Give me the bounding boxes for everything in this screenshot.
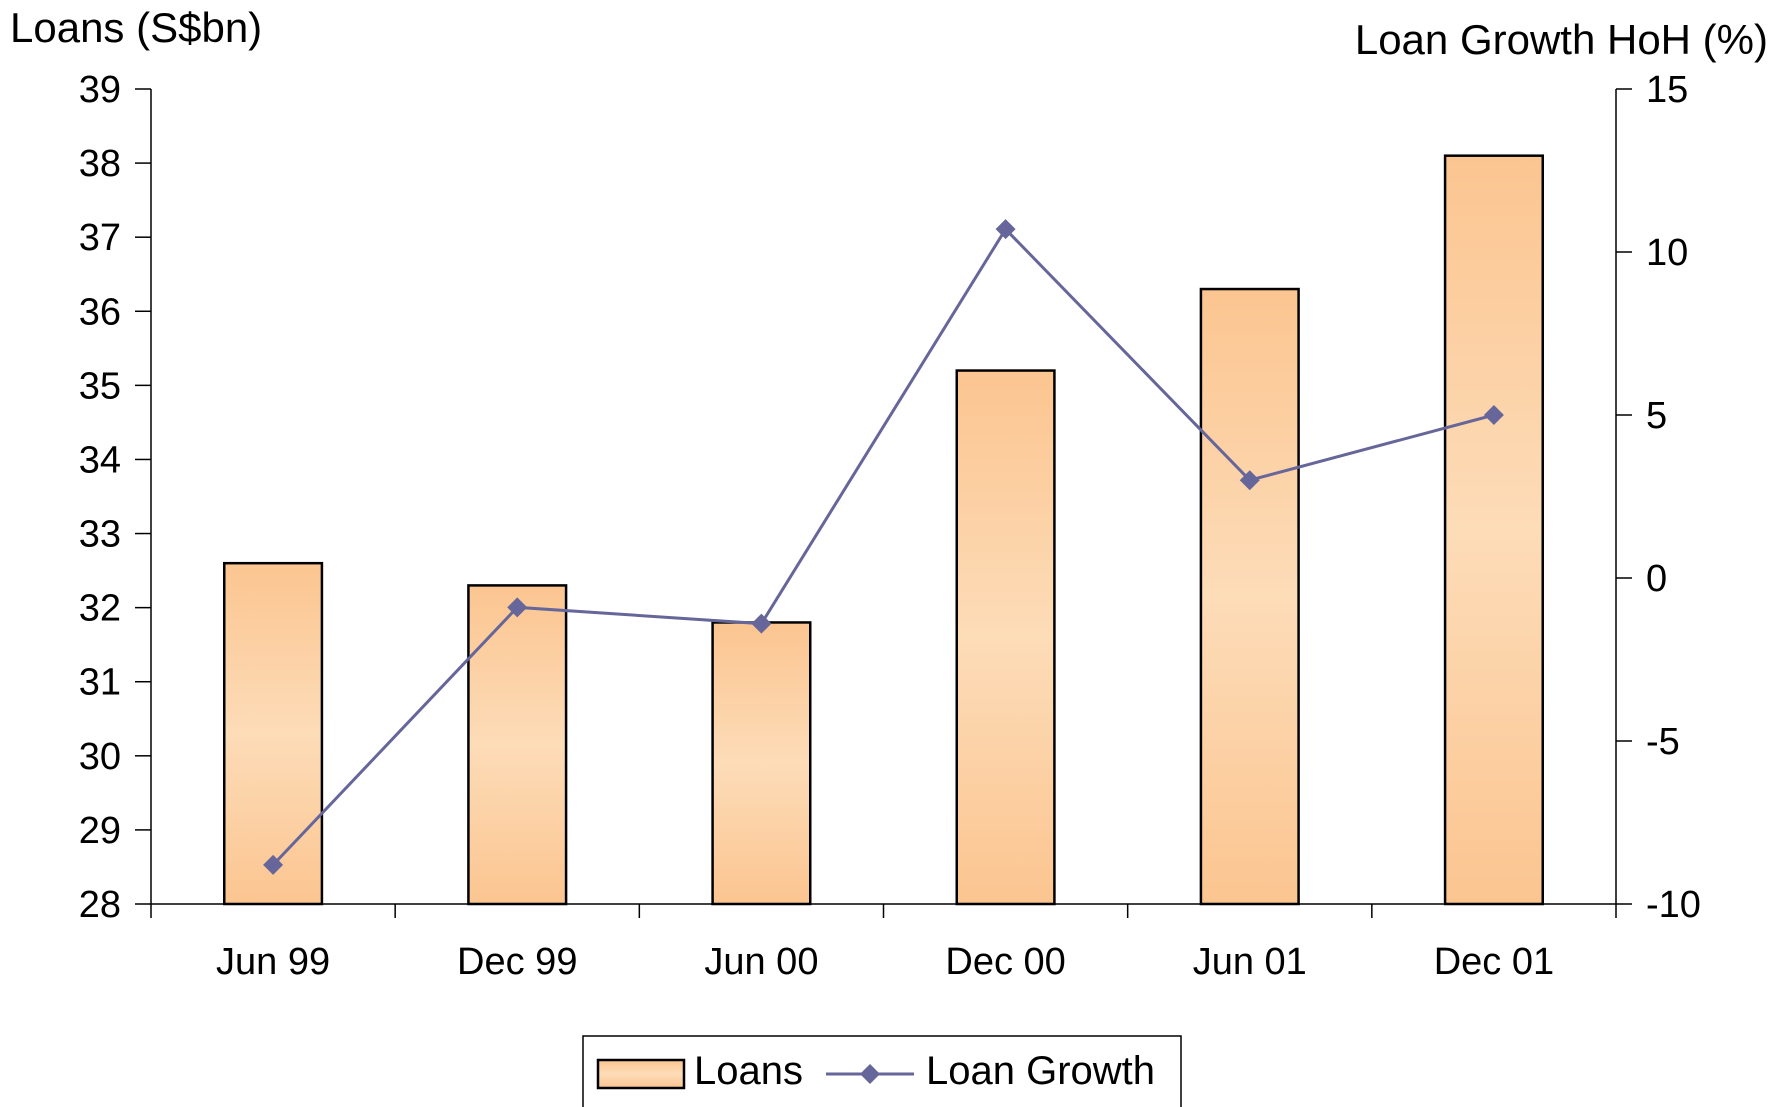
legend-label-loan-growth: Loan Growth bbox=[926, 1049, 1155, 1093]
bar-series-loans bbox=[223, 154, 1545, 906]
left-tick-label: 32 bbox=[79, 588, 121, 630]
right-tick-label: -5 bbox=[1646, 721, 1680, 763]
loan-growth-marker bbox=[1483, 405, 1504, 425]
left-tick-label: 28 bbox=[79, 884, 121, 926]
right-axis-title: Loan Growth HoH (%) bbox=[1355, 16, 1768, 63]
left-tick-label: 29 bbox=[79, 810, 121, 852]
left-tick-label: 35 bbox=[79, 365, 121, 407]
left-tick-label: 38 bbox=[79, 143, 121, 185]
x-tick-label: Dec 01 bbox=[1434, 941, 1554, 983]
x-tick-label: Dec 00 bbox=[945, 941, 1065, 983]
loan-growth-marker bbox=[995, 219, 1016, 240]
line-series-loan-growth bbox=[263, 219, 1504, 875]
bar-loans bbox=[1199, 287, 1300, 906]
left-tick-label: 39 bbox=[79, 69, 121, 111]
loan-growth-marker bbox=[263, 854, 284, 875]
bar-loans bbox=[955, 369, 1056, 906]
legend-label-loans: Loans bbox=[694, 1049, 803, 1093]
legend-swatch-loan-growth-marker bbox=[860, 1064, 880, 1084]
loan-growth-line bbox=[271, 226, 1495, 866]
x-tick-label: Dec 99 bbox=[457, 941, 577, 983]
left-tick-label: 30 bbox=[79, 736, 121, 778]
left-tick-label: 33 bbox=[79, 514, 121, 556]
left-axis: 28 29 30 31 32 33 34 35 36 37 38 39 bbox=[79, 69, 152, 926]
right-tick-label: 0 bbox=[1646, 558, 1667, 600]
right-axis: -10 -5 0 5 10 15 bbox=[1615, 69, 1701, 926]
bar-loans bbox=[467, 584, 568, 906]
left-tick-label: 37 bbox=[79, 217, 121, 259]
x-tick-label: Jun 99 bbox=[216, 941, 330, 983]
left-tick-label: 36 bbox=[79, 291, 121, 333]
legend: Loans Loan Growth bbox=[582, 1035, 1182, 1107]
right-tick-label: 10 bbox=[1646, 232, 1688, 274]
x-axis: Jun 99 Dec 99 Jun 00 Dec 00 Jun 01 Dec 01 bbox=[150, 903, 1617, 983]
bar-loans bbox=[223, 561, 324, 906]
left-tick-label: 34 bbox=[79, 439, 121, 481]
x-tick-label: Jun 01 bbox=[1193, 941, 1307, 983]
bar-loans bbox=[1443, 154, 1545, 906]
loan-growth-marker bbox=[1239, 470, 1260, 491]
right-tick-label: -10 bbox=[1646, 884, 1701, 926]
loan-growth-marker bbox=[751, 613, 772, 634]
left-tick-label: 31 bbox=[79, 662, 121, 704]
left-axis-title: Loans (S$bn) bbox=[10, 4, 262, 51]
legend-swatch-loans bbox=[596, 1058, 686, 1090]
right-tick-label: 5 bbox=[1646, 395, 1667, 437]
x-tick-label: Jun 00 bbox=[704, 941, 818, 983]
loan-growth-marker bbox=[507, 597, 528, 618]
bar-loans bbox=[711, 621, 812, 906]
right-tick-label: 15 bbox=[1646, 69, 1688, 111]
